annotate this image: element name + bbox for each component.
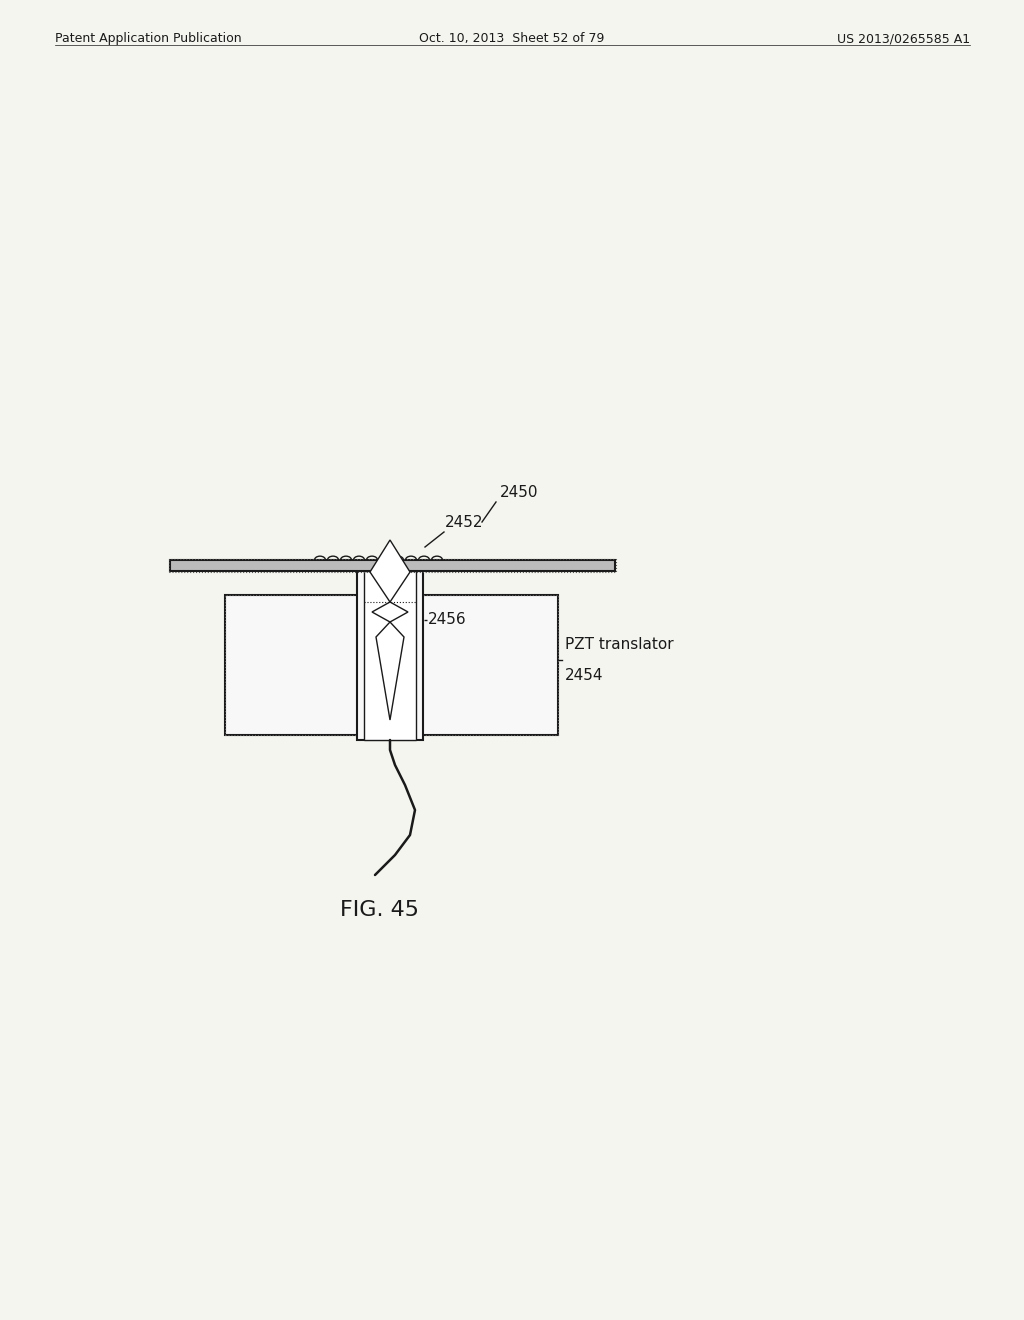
Bar [364, 572, 416, 741]
Text: PZT translator: PZT translator [565, 638, 674, 652]
Polygon shape [370, 540, 410, 602]
Text: US 2013/0265585 A1: US 2013/0265585 A1 [837, 32, 970, 45]
Text: 2456: 2456 [428, 612, 467, 627]
Bar [225, 595, 558, 735]
Bar [170, 560, 615, 572]
Text: Patent Application Publication: Patent Application Publication [55, 32, 242, 45]
Text: Oct. 10, 2013  Sheet 52 of 79: Oct. 10, 2013 Sheet 52 of 79 [419, 32, 605, 45]
Text: 2454: 2454 [565, 668, 603, 682]
Text: 2450: 2450 [500, 484, 539, 500]
Bar [357, 572, 423, 741]
Text: 2452: 2452 [445, 515, 483, 531]
Bar [169, 558, 616, 572]
Polygon shape [372, 602, 408, 622]
Text: FIG. 45: FIG. 45 [341, 900, 420, 920]
Polygon shape [376, 622, 404, 719]
Bar [225, 595, 558, 735]
